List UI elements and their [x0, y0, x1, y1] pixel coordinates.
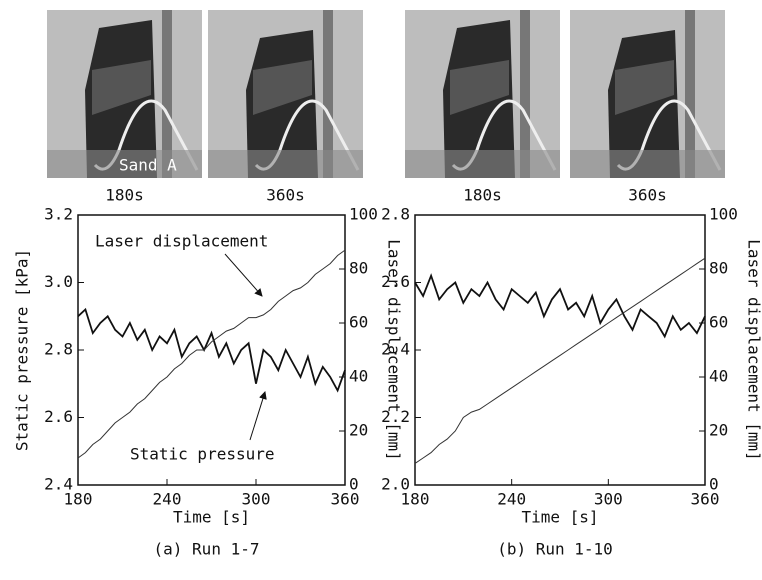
y2-tick-label: 20: [709, 421, 728, 440]
x-tick-label: 300: [242, 490, 271, 509]
plot-frame: [415, 215, 705, 485]
y2-tick-label: 0: [709, 475, 719, 494]
y-tick-label: 3.2: [44, 205, 73, 224]
y2-tick-label: 0: [349, 475, 359, 494]
photo: [208, 10, 363, 178]
series-line: [415, 276, 705, 337]
photo-label: Sand A: [119, 156, 177, 175]
x-tick-label: 240: [153, 490, 182, 509]
y-tick-label: 2.8: [44, 340, 73, 359]
x-axis-label: Time [s]: [521, 508, 598, 527]
annotation-arrow: [225, 254, 262, 296]
photo-base: [405, 150, 560, 178]
photo: [405, 10, 560, 178]
y-tick-label: 2.6: [44, 407, 73, 426]
y-tick-label: 3.0: [44, 272, 73, 291]
y2-tick-label: 80: [709, 259, 728, 278]
series-line: [78, 250, 345, 458]
photo-caption: 360s: [266, 186, 305, 205]
x-tick-label: 240: [497, 490, 526, 509]
y-tick-label: 2.6: [381, 272, 410, 291]
y2-axis-label: Laser displacement [mm]: [745, 239, 762, 461]
y-axis-label: Static pressure [kPa]: [13, 249, 32, 451]
y-tick-label: 2.4: [44, 475, 73, 494]
photo-base: [570, 150, 725, 178]
y-tick-label: 2.4: [381, 340, 410, 359]
y-tick-label: 2.0: [381, 475, 410, 494]
y2-tick-label: 60: [709, 313, 728, 332]
y2-tick-label: 20: [349, 421, 368, 440]
y2-tick-label: 40: [709, 367, 728, 386]
series-line: [78, 310, 345, 391]
photo: [570, 10, 725, 178]
photo: Sand A: [47, 10, 202, 178]
photo-caption: 360s: [628, 186, 667, 205]
x-tick-label: 300: [594, 490, 623, 509]
y2-tick-label: 100: [709, 205, 738, 224]
photo-caption: 180s: [463, 186, 502, 205]
photo-caption: 180s: [105, 186, 144, 205]
x-axis-label: Time [s]: [173, 508, 250, 527]
y-tick-label: 2.2: [381, 407, 410, 426]
annotation-arrow: [250, 392, 265, 440]
y2-tick-label: 80: [349, 259, 368, 278]
y-tick-label: 2.8: [381, 205, 410, 224]
chart-caption: (b) Run 1-10: [497, 540, 613, 559]
chart-caption: (a) Run 1-7: [154, 540, 260, 559]
photo-base: [208, 150, 363, 178]
annotation: Static pressure: [130, 445, 275, 464]
y2-tick-label: 100: [349, 205, 378, 224]
y2-tick-label: 60: [349, 313, 368, 332]
annotation: Laser displacement: [95, 232, 268, 251]
y2-tick-label: 40: [349, 367, 368, 386]
